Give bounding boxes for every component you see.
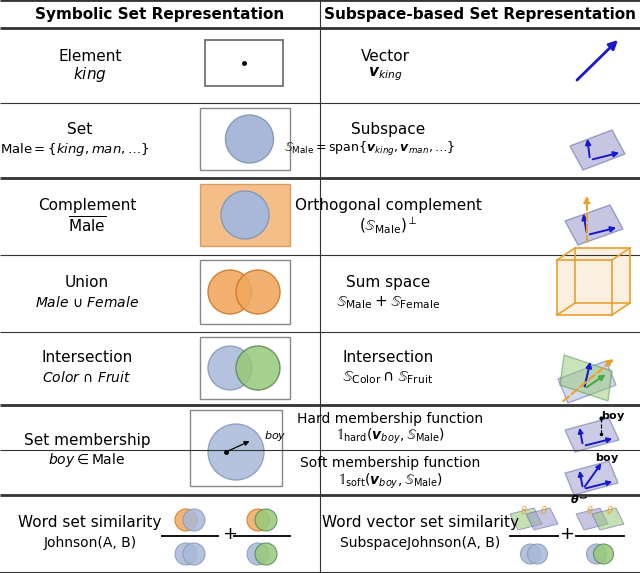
Text: Color $\cap$ Fruit: Color $\cap$ Fruit [42,370,132,385]
Text: $\mathit{boy}$: $\mathit{boy}$ [264,429,287,443]
Text: Set membership: Set membership [24,433,150,448]
Text: Johnson(A, B): Johnson(A, B) [44,536,136,550]
Circle shape [520,544,541,564]
Text: $(\mathbb{S}_{\mathrm{Male}})^{\perp}$: $(\mathbb{S}_{\mathrm{Male}})^{\perp}$ [359,215,417,236]
Polygon shape [565,461,618,495]
Polygon shape [526,508,558,530]
Text: $\mathbb{S}_{\mathrm{Male}} = \mathrm{span}\{\boldsymbol{v}_{\mathit{king}}, \bo: $\mathbb{S}_{\mathrm{Male}} = \mathrm{sp… [284,140,456,159]
Text: $\mathit{boy} \in \mathrm{Male}$: $\mathit{boy} \in \mathrm{Male}$ [49,451,125,469]
Text: $\overline{\mathrm{Male}}$: $\overline{\mathrm{Male}}$ [68,215,106,236]
Text: Soft membership function: Soft membership function [300,457,480,470]
Text: $\mathbb{1}_{\mathrm{hard}}(\boldsymbol{v}_{\mathit{boy}}, \mathbb{S}_{\mathrm{M: $\mathbb{1}_{\mathrm{hard}}(\boldsymbol{… [335,427,444,446]
Text: Sum space: Sum space [346,275,430,290]
Text: $\boldsymbol{\theta}$: $\boldsymbol{\theta}$ [570,493,580,505]
Text: $\mathrm{Male} = \{\mathit{king}, \mathit{man}, \ldots\}$: $\mathrm{Male} = \{\mathit{king}, \mathi… [0,141,150,158]
Text: $\theta$: $\theta$ [520,504,528,516]
Circle shape [236,270,280,314]
Polygon shape [510,508,542,530]
Circle shape [225,115,273,163]
Circle shape [175,543,197,565]
Polygon shape [557,260,612,315]
Text: +: + [223,525,237,543]
Text: $\boldsymbol{v}_{\mathit{king}}$: $\boldsymbol{v}_{\mathit{king}}$ [368,66,402,83]
Text: Intersection: Intersection [42,350,132,365]
Text: Subspace-based Set Representation: Subspace-based Set Representation [324,6,636,22]
Circle shape [593,544,614,564]
Text: Male $\cup$ Female: Male $\cup$ Female [35,295,139,310]
Text: $\mathbf{boy}$: $\mathbf{boy}$ [601,409,625,423]
Text: $\mathbb{S}_{\mathrm{Color}} \cap \mathbb{S}_{\mathrm{Fruit}}$: $\mathbb{S}_{\mathrm{Color}} \cap \mathb… [342,369,433,386]
Bar [205,40,283,86]
Text: Complement: Complement [38,198,136,213]
Circle shape [221,191,269,239]
Polygon shape [560,355,612,401]
Bar [190,410,282,486]
Text: Symbolic Set Representation: Symbolic Set Representation [35,6,285,22]
Text: $\mathbf{boy}$: $\mathbf{boy}$ [595,451,620,465]
Polygon shape [557,248,630,260]
Polygon shape [612,248,630,315]
Polygon shape [576,508,608,530]
Text: $\mathit{king}$: $\mathit{king}$ [73,65,107,84]
Circle shape [208,424,264,480]
Text: Hard membership function: Hard membership function [297,411,483,426]
Text: $\theta$: $\theta$ [540,504,548,516]
Circle shape [255,543,277,565]
Text: $\theta$: $\theta$ [606,504,614,516]
Text: Word set similarity: Word set similarity [19,516,162,531]
Polygon shape [592,508,624,530]
Circle shape [586,544,607,564]
Text: +: + [559,525,575,543]
Text: Intersection: Intersection [342,350,434,365]
Text: Union: Union [65,275,109,290]
Circle shape [255,509,277,531]
Bar [200,337,290,399]
Circle shape [527,544,547,564]
Circle shape [208,346,252,390]
Circle shape [183,543,205,565]
Circle shape [208,270,252,314]
Polygon shape [565,205,623,245]
Text: $\mathbb{S}_{\mathrm{Male}} + \mathbb{S}_{\mathrm{Female}}$: $\mathbb{S}_{\mathrm{Male}} + \mathbb{S}… [336,294,440,311]
Circle shape [247,509,269,531]
Polygon shape [565,418,619,452]
Text: Word vector set similarity: Word vector set similarity [321,516,518,531]
Bar [200,184,290,246]
Text: SubspaceJohnson(A, B): SubspaceJohnson(A, B) [340,536,500,550]
Bar [200,260,290,324]
Bar [200,108,290,170]
Polygon shape [570,130,625,170]
Text: Vector: Vector [360,49,410,64]
Circle shape [183,509,205,531]
Circle shape [175,509,197,531]
Text: Element: Element [58,49,122,64]
Text: Set: Set [67,122,93,137]
Circle shape [247,543,269,565]
Text: Orthogonal complement: Orthogonal complement [294,198,481,213]
Text: $\theta$: $\theta$ [586,504,594,516]
Text: Subspace: Subspace [351,122,425,137]
Text: $\mathbb{1}_{\mathrm{soft}}(\boldsymbol{v}_{\mathit{boy}}, \mathbb{S}_{\mathrm{M: $\mathbb{1}_{\mathrm{soft}}(\boldsymbol{… [338,472,442,491]
Polygon shape [558,361,616,403]
Circle shape [236,346,280,390]
